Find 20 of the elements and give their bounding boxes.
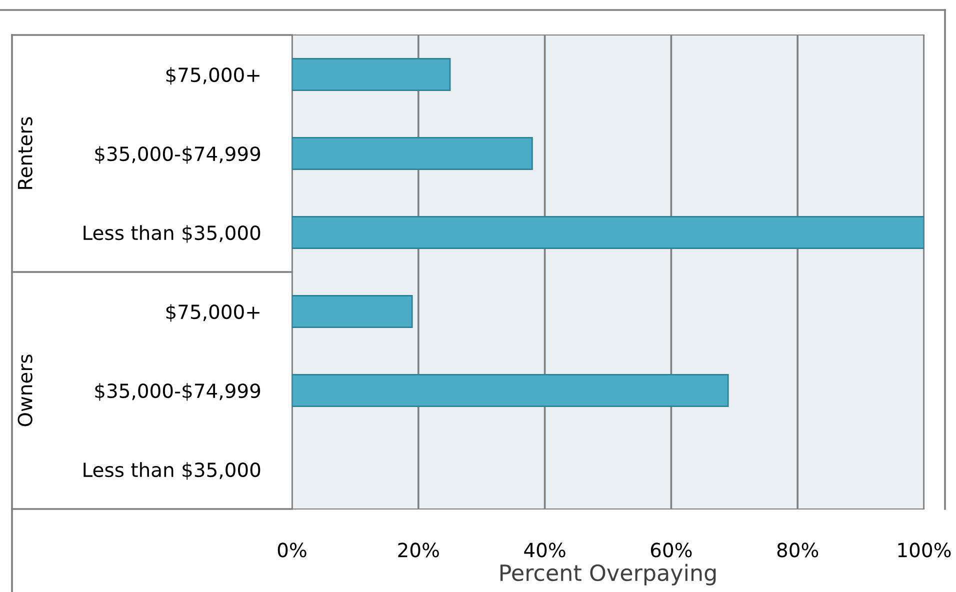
y-tick-label: Less than $35,000 [84, 462, 260, 480]
y-tick-label: $35,000-$74,999 [95, 146, 260, 164]
x-tick-label: 80% [777, 542, 818, 558]
y-tick-label: $75,000+ [166, 304, 260, 322]
x-tick-label: 60% [650, 542, 692, 558]
x-axis-title: Percent Overpaying [500, 564, 716, 586]
y-tick-label: $35,000-$74,999 [95, 383, 260, 401]
y-tick-label: Less than $35,000 [84, 225, 260, 243]
y-tick-label: $75,000+ [166, 67, 260, 85]
bar [292, 295, 413, 328]
bar [292, 137, 533, 170]
bar [292, 216, 924, 249]
x-tick-label: 20% [398, 542, 439, 558]
text: Owners [18, 354, 32, 426]
text: Renters [18, 117, 32, 189]
x-tick-label: 100% [898, 542, 951, 558]
bar [292, 374, 729, 407]
x-tick-label: 40% [524, 542, 566, 558]
bar [292, 58, 451, 91]
x-tick-label: 0% [278, 542, 306, 558]
